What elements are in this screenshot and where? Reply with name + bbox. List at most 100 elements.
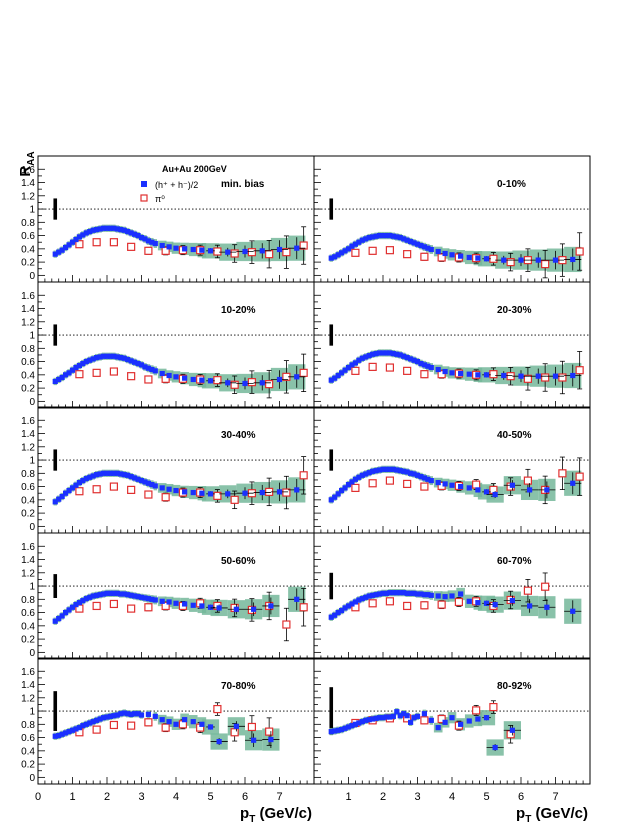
y-tick-label: 0 [29, 271, 35, 282]
charged-point [332, 254, 338, 260]
norm-uncertainty-bar [329, 198, 334, 220]
charged-point [370, 351, 376, 357]
pi0-point [558, 469, 567, 478]
charged-point [66, 729, 72, 735]
charged-point [107, 470, 114, 476]
charged-point [80, 232, 86, 238]
charged-point [76, 234, 82, 240]
charged-point [483, 489, 490, 495]
charged-point [332, 728, 338, 734]
charged-point [356, 720, 362, 726]
charged-point [411, 357, 417, 363]
pi0-point [213, 491, 222, 500]
charged-point [145, 480, 151, 486]
y-tick-label: 0.2 [21, 509, 35, 520]
charged-point [118, 355, 124, 361]
panel-9: 0 0.2 0.4 0.6 0.8 1 1.2 1.4 1.6 0 1 2 3 4 5 6 7 70-80% [21, 657, 315, 803]
charged-point [349, 601, 355, 607]
charged-point [408, 719, 414, 725]
charged-point [132, 475, 138, 481]
y-tick-label: 0.6 [21, 357, 35, 368]
charged-point [397, 590, 403, 596]
charged-point [458, 591, 464, 597]
pi0-point [127, 242, 136, 251]
y-tick-label: 1 [29, 456, 35, 467]
charged-point [80, 723, 86, 729]
charged-point [73, 482, 79, 488]
charged-point [483, 715, 490, 721]
y-tick-label: 1.6 [21, 667, 35, 678]
charged-point [387, 350, 393, 356]
charged-point [363, 717, 369, 723]
charged-point [435, 366, 441, 373]
charged-point [251, 737, 257, 743]
charged-point [428, 592, 434, 598]
charged-point [182, 375, 188, 381]
y-tick-label: 0.2 [21, 760, 35, 771]
y-tick-label: 1.4 [21, 304, 35, 315]
x-axis-title-left: pT (GeV/c) [240, 805, 312, 825]
charged-point [73, 726, 79, 732]
charged-point [173, 487, 179, 494]
y-tick-label: 0 [29, 397, 35, 408]
charged-point [114, 470, 120, 476]
charged-point [435, 593, 441, 599]
charged-point [159, 717, 165, 723]
charged-point [509, 482, 515, 488]
charged-point [132, 359, 138, 365]
pi0-point [420, 482, 429, 491]
pi0-point [92, 238, 101, 247]
charged-point [418, 360, 424, 367]
charged-point [63, 609, 69, 616]
pi0-point [351, 483, 360, 493]
charged-point [370, 716, 376, 722]
charged-point [428, 364, 434, 371]
pi0-point [144, 718, 153, 727]
pi0-point [403, 601, 412, 611]
charged-point [328, 729, 334, 735]
charged-point [363, 594, 369, 600]
charged-point [475, 487, 481, 493]
charged-point [149, 239, 155, 245]
pi0-point [575, 247, 584, 256]
pi0-point [420, 601, 429, 610]
norm-uncertainty-bar [53, 574, 58, 598]
charged-point [52, 378, 58, 385]
pi0-point [420, 716, 429, 725]
charged-point [107, 590, 114, 596]
charged-point [359, 472, 365, 478]
charged-point [394, 234, 400, 240]
charged-point [90, 719, 96, 725]
pi0-point [230, 380, 239, 389]
charged-point [125, 592, 131, 598]
charged-point [359, 596, 365, 602]
charged-point [52, 733, 58, 739]
charged-point [390, 713, 396, 719]
charged-point [458, 253, 464, 259]
legend-pi0-label: π⁰ [155, 194, 165, 204]
charged-point [414, 358, 421, 365]
pi0-point [282, 620, 291, 629]
pi0-point [144, 246, 153, 255]
charged-point [114, 712, 120, 718]
charged-point [394, 351, 400, 357]
charged-point [408, 238, 414, 245]
charged-point [390, 233, 396, 239]
charged-point [390, 466, 396, 472]
charged-point [411, 471, 417, 477]
charged-point [259, 380, 265, 386]
charged-point [225, 249, 231, 255]
charged-point [83, 476, 89, 482]
panel-4: 20-30% [313, 281, 591, 409]
charged-point [114, 354, 120, 360]
charged-point [475, 372, 481, 378]
charged-point [404, 590, 410, 596]
charged-point [509, 598, 515, 604]
charged-point [80, 598, 86, 604]
charged-point [570, 480, 576, 486]
x-tick-label: 7 [276, 791, 282, 803]
pi0-point [523, 374, 533, 383]
charged-point [373, 715, 379, 721]
charged-point [107, 225, 114, 231]
charged-point [335, 609, 341, 616]
